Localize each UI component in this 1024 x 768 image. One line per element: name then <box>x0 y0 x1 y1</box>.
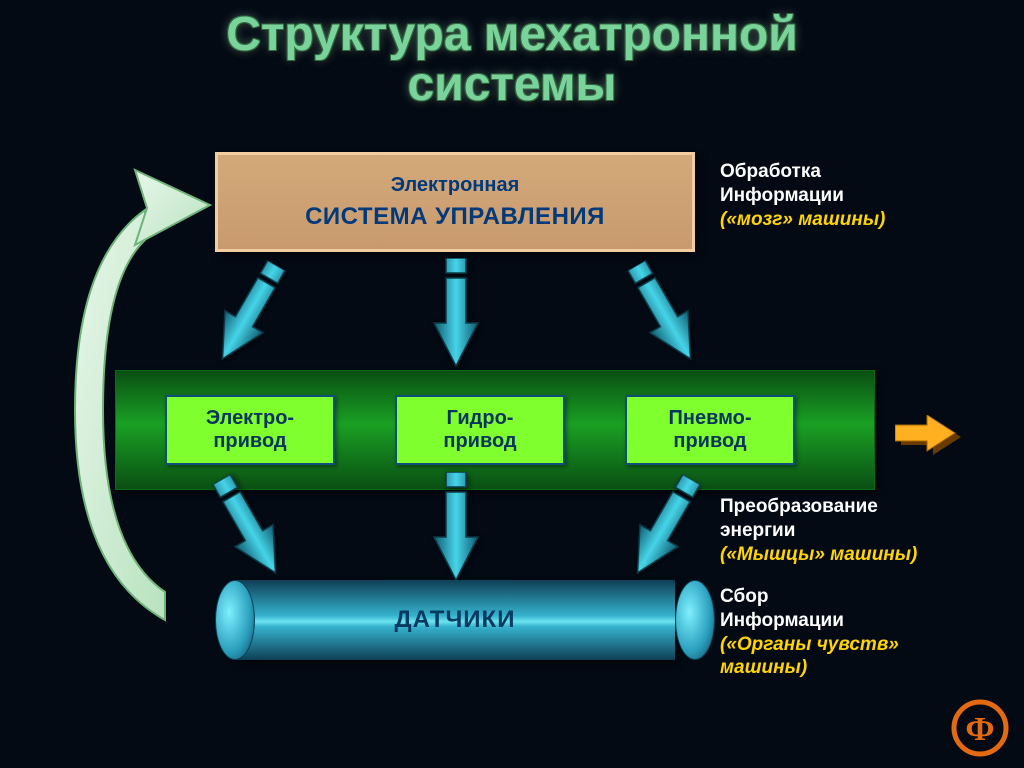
control-system-title: СИСТЕМА УПРАВЛЕНИЯ <box>305 203 605 231</box>
annotation-yellow: («мозг» машины) <box>720 209 885 230</box>
output-arrow-icon <box>895 415 965 455</box>
title-line1: Структура мехатронной <box>226 8 798 61</box>
annotation-yellow: («Мышцы» машины) <box>720 544 917 565</box>
title-line2: системы <box>408 58 617 111</box>
arrow-drive2-to-sensors <box>432 472 480 582</box>
annotation-white: ОбработкаИнформации <box>720 161 844 206</box>
slide-title: Структура мехатронной системы <box>0 10 1024 111</box>
arrow-control-to-drive2 <box>432 258 480 368</box>
drive-electro: Электро-привод <box>165 395 335 465</box>
sensors-cylinder: ДАТЧИКИ <box>215 580 695 660</box>
annotation-energy: Преобразованиеэнергии («Мышцы» машины) <box>720 495 917 566</box>
annotation-processing: ОбработкаИнформации («мозг» машины) <box>720 160 885 231</box>
drive-pneumo: Пневмо-привод <box>625 395 795 465</box>
sensors-label: ДАТЧИКИ <box>215 580 695 660</box>
annotation-collection: СборИнформации («Органы чувств»машины) <box>720 585 1010 680</box>
annotation-yellow: («Органы чувств»машины) <box>720 634 899 679</box>
control-system-box: Электронная СИСТЕМА УПРАВЛЕНИЯ <box>215 152 695 252</box>
annotation-white: СборИнформации <box>720 586 844 631</box>
svg-text:Ф: Ф <box>965 711 994 748</box>
logo-icon: Ф <box>950 698 1010 758</box>
control-system-subtitle: Электронная <box>391 174 520 197</box>
drive-hydro: Гидро-привод <box>395 395 565 465</box>
arrow-control-to-drive3 <box>616 253 713 372</box>
annotation-white: Преобразованиеэнергии <box>720 496 878 541</box>
